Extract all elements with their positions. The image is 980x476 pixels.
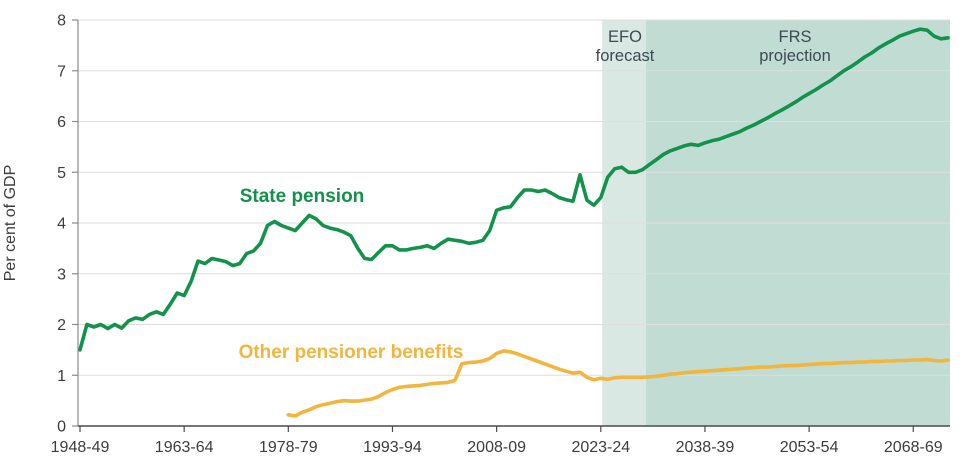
y-axis-title: Per cent of GDP	[2, 165, 19, 282]
y-tick-label: 2	[57, 317, 66, 334]
x-tick-label: 1993-94	[363, 439, 422, 456]
series-line-other-pensioner-benefits	[286, 349, 950, 418]
axis-layer	[72, 19, 950, 432]
series-label-other-pensioner-benefits: Other pensioner benefits	[239, 342, 464, 363]
y-tick-label: 6	[57, 114, 66, 131]
x-tick-label: 1963-64	[155, 439, 214, 456]
x-tick-label: 2008-09	[467, 439, 526, 456]
x-tick-label: 1978-79	[259, 439, 318, 456]
series-line-state-pension	[78, 27, 950, 352]
y-tick-label: 3	[57, 266, 66, 283]
y-tick-label: 0	[57, 419, 66, 436]
frs-projection-label-line2: projection	[759, 47, 831, 65]
y-tick-label: 4	[57, 216, 66, 233]
efo-forecast-label-line1: EFO	[608, 28, 642, 46]
y-tick-label: 5	[57, 165, 66, 182]
y-tick-label: 8	[57, 13, 66, 30]
series-line-layer	[78, 27, 950, 418]
tick-label-layer: 0 1 2 3 4 5 6 7 8 1948-49 1963-64 1978-79 1993-94 200…	[51, 13, 943, 457]
gridline-layer	[78, 19, 950, 376]
x-tick-label: 2023-24	[571, 439, 630, 456]
x-tick-label: 2053-54	[780, 439, 839, 456]
series-label-state-pension: State pension	[240, 186, 365, 207]
x-tick-label: 1948-49	[51, 439, 110, 456]
x-tick-label: 2038-39	[676, 439, 735, 456]
y-tick-label: 1	[57, 368, 66, 385]
efo-forecast-label-line2: forecast	[596, 47, 655, 65]
frs-projection-label-line1: FRS	[779, 28, 812, 46]
x-tick-label: 2068-69	[884, 439, 943, 456]
y-tick-label: 7	[57, 63, 66, 80]
